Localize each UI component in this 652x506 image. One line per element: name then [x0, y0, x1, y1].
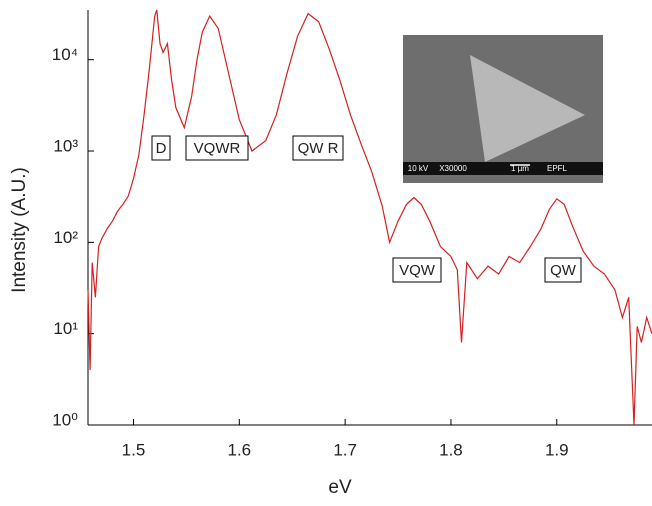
inset-label: 1 µm: [511, 164, 529, 173]
x-tick-label: 1.7: [333, 440, 357, 459]
y-tick-label: 10⁰: [52, 410, 78, 429]
spectrum-line: [87, 9, 652, 426]
inset-image: [403, 35, 603, 183]
y-axis-label: Intensity (A.U.): [9, 167, 30, 293]
x-tick-label: 1.5: [122, 440, 146, 459]
y-tick-label: 10¹: [53, 319, 78, 338]
inset-triangle: [470, 55, 585, 162]
annotation-box: [151, 135, 171, 161]
y-tick-label: 10⁴: [52, 45, 78, 64]
x-tick-label: 1.9: [545, 440, 569, 459]
annotation-box: [544, 257, 582, 283]
annotation: QW: [550, 262, 577, 279]
inset-label: 10 kV: [408, 164, 429, 173]
annotation: VQWR: [194, 140, 241, 157]
annotation: VQW: [399, 262, 436, 279]
y-tick-label: 10³: [53, 137, 78, 156]
annotation-box: [185, 135, 249, 161]
x-axis-label: eV: [328, 477, 352, 498]
y-tick-label: 10²: [53, 228, 78, 247]
x-tick-label: 1.8: [439, 440, 463, 459]
inset-label: EPFL: [547, 164, 568, 173]
annotation: QW R: [298, 140, 339, 157]
annotation: D: [156, 140, 167, 157]
inset-bar: [403, 162, 603, 175]
inset-label: X30000: [439, 164, 467, 173]
x-tick-label: 1.6: [227, 440, 251, 459]
annotation-box: [392, 257, 442, 283]
annotation-box: [292, 135, 344, 161]
